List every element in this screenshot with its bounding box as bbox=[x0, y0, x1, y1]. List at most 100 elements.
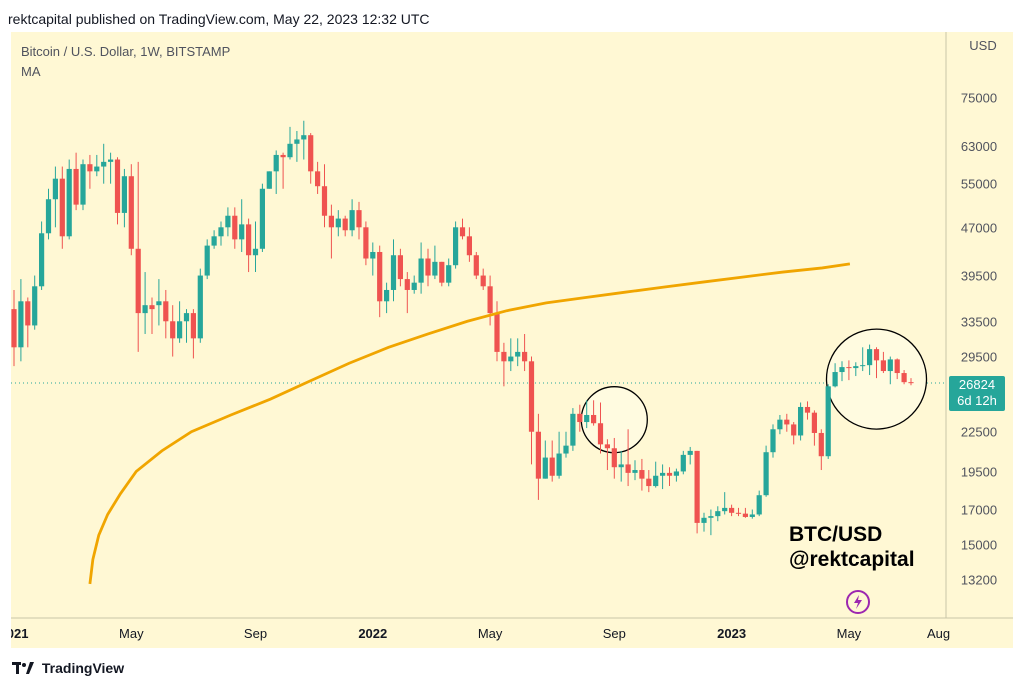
x-tick-label: May bbox=[478, 626, 503, 641]
candle-body bbox=[804, 406, 811, 413]
candle-body bbox=[646, 478, 652, 487]
candle-body bbox=[777, 419, 783, 430]
price-axis-background bbox=[946, 32, 1013, 618]
candle-body bbox=[108, 159, 114, 162]
candle-body bbox=[246, 224, 252, 256]
indicator-label: MA bbox=[21, 64, 41, 79]
last-price-tag: 26824 6d 12h bbox=[949, 376, 1005, 411]
candle-body bbox=[446, 265, 452, 283]
candle-body bbox=[363, 227, 369, 259]
candle-body bbox=[729, 507, 735, 513]
candle-body bbox=[59, 178, 65, 237]
candle-body bbox=[694, 450, 700, 523]
candle-body bbox=[128, 176, 134, 249]
candle-body bbox=[356, 210, 362, 228]
annotation-text: BTC/USD @rektcapital bbox=[789, 522, 915, 572]
candle-body bbox=[404, 279, 410, 290]
candle-body bbox=[384, 289, 390, 302]
y-tick-label: 13200 bbox=[961, 573, 997, 588]
candle-body bbox=[328, 215, 334, 228]
bar-countdown: 6d 12h bbox=[957, 393, 997, 408]
candle-body bbox=[321, 186, 328, 216]
candle-body bbox=[811, 412, 817, 433]
candle-body bbox=[73, 168, 79, 205]
candle-body bbox=[542, 457, 548, 479]
candle-body bbox=[480, 275, 486, 287]
candle-body bbox=[742, 513, 748, 517]
candle-body bbox=[770, 429, 776, 453]
candle-body bbox=[756, 495, 762, 515]
candle-body bbox=[846, 367, 852, 369]
candle-body bbox=[94, 166, 100, 172]
candle-body bbox=[32, 286, 38, 326]
candle-body bbox=[597, 423, 604, 445]
candle-body bbox=[749, 514, 755, 517]
candle-body bbox=[170, 321, 176, 339]
candle-body bbox=[232, 215, 238, 240]
candle-body bbox=[873, 349, 880, 361]
candle-body bbox=[853, 366, 859, 369]
y-tick-label: 33500 bbox=[961, 314, 997, 329]
last-price-value: 26824 bbox=[958, 377, 996, 392]
candle-body bbox=[604, 444, 610, 449]
candle-body bbox=[653, 475, 659, 487]
candle-body bbox=[121, 176, 127, 213]
candle-body bbox=[45, 199, 52, 234]
candle-body bbox=[335, 218, 341, 228]
highlight-circle bbox=[825, 328, 928, 430]
candle-body bbox=[735, 512, 742, 514]
candle-body bbox=[584, 414, 590, 423]
candle-body bbox=[839, 367, 845, 373]
candle-body bbox=[87, 164, 93, 172]
candle-body bbox=[204, 245, 210, 276]
candle-body bbox=[39, 233, 45, 287]
candle-body bbox=[349, 210, 355, 231]
candle-body bbox=[570, 413, 576, 446]
candle-body bbox=[239, 224, 245, 240]
y-tick-label: 39500 bbox=[961, 269, 997, 284]
candle-body bbox=[763, 452, 769, 496]
y-tick-label: 63000 bbox=[961, 139, 997, 154]
candle-body bbox=[453, 227, 459, 266]
candle-body bbox=[142, 305, 148, 314]
candle-body bbox=[577, 413, 583, 423]
candle-body bbox=[425, 258, 431, 276]
x-tick-label: May bbox=[837, 626, 862, 641]
annotation-line1: BTC/USD bbox=[789, 523, 883, 546]
candle-body bbox=[418, 258, 424, 283]
candle-body bbox=[308, 135, 314, 172]
candle-body bbox=[156, 301, 162, 306]
chart-area[interactable]: USD 75000 63000 55000 47000 39500 33500 29500 22… bbox=[11, 32, 1013, 648]
candle-body bbox=[487, 286, 493, 314]
candle-body bbox=[218, 227, 224, 237]
x-tick-label: Aug bbox=[927, 626, 950, 641]
candle-body bbox=[225, 215, 231, 228]
candle-body bbox=[618, 464, 624, 468]
x-tick-label: 2021 bbox=[11, 626, 28, 641]
candle-body bbox=[687, 450, 693, 455]
candle-body bbox=[66, 168, 72, 237]
x-tick-label: Sep bbox=[603, 626, 626, 641]
candle-body bbox=[377, 251, 383, 302]
candle-body bbox=[722, 507, 728, 512]
annotation-line2: @rektcapital bbox=[789, 548, 915, 571]
candle-body bbox=[280, 154, 286, 158]
candle-body bbox=[273, 154, 279, 172]
candle-body bbox=[25, 301, 31, 326]
candle-body bbox=[18, 301, 24, 348]
lightning-icon[interactable] bbox=[846, 590, 870, 614]
candle-body bbox=[591, 414, 597, 424]
x-tick-label: 2022 bbox=[358, 626, 387, 641]
symbol-label: Bitcoin / U.S. Dollar, 1W, BITSTAMP bbox=[21, 44, 231, 59]
chart-svg[interactable]: USD 75000 63000 55000 47000 39500 33500 29500 22… bbox=[11, 32, 1013, 648]
candle-body bbox=[860, 365, 866, 367]
candle-body bbox=[80, 164, 86, 205]
candle-body bbox=[315, 171, 321, 187]
candle-body bbox=[114, 159, 121, 213]
y-tick-label: 17000 bbox=[961, 503, 997, 518]
candle-body bbox=[149, 305, 155, 310]
candle-body bbox=[183, 313, 190, 322]
candle-body bbox=[825, 386, 831, 457]
y-tick-label: 22500 bbox=[961, 425, 997, 440]
candle-body bbox=[867, 349, 873, 366]
